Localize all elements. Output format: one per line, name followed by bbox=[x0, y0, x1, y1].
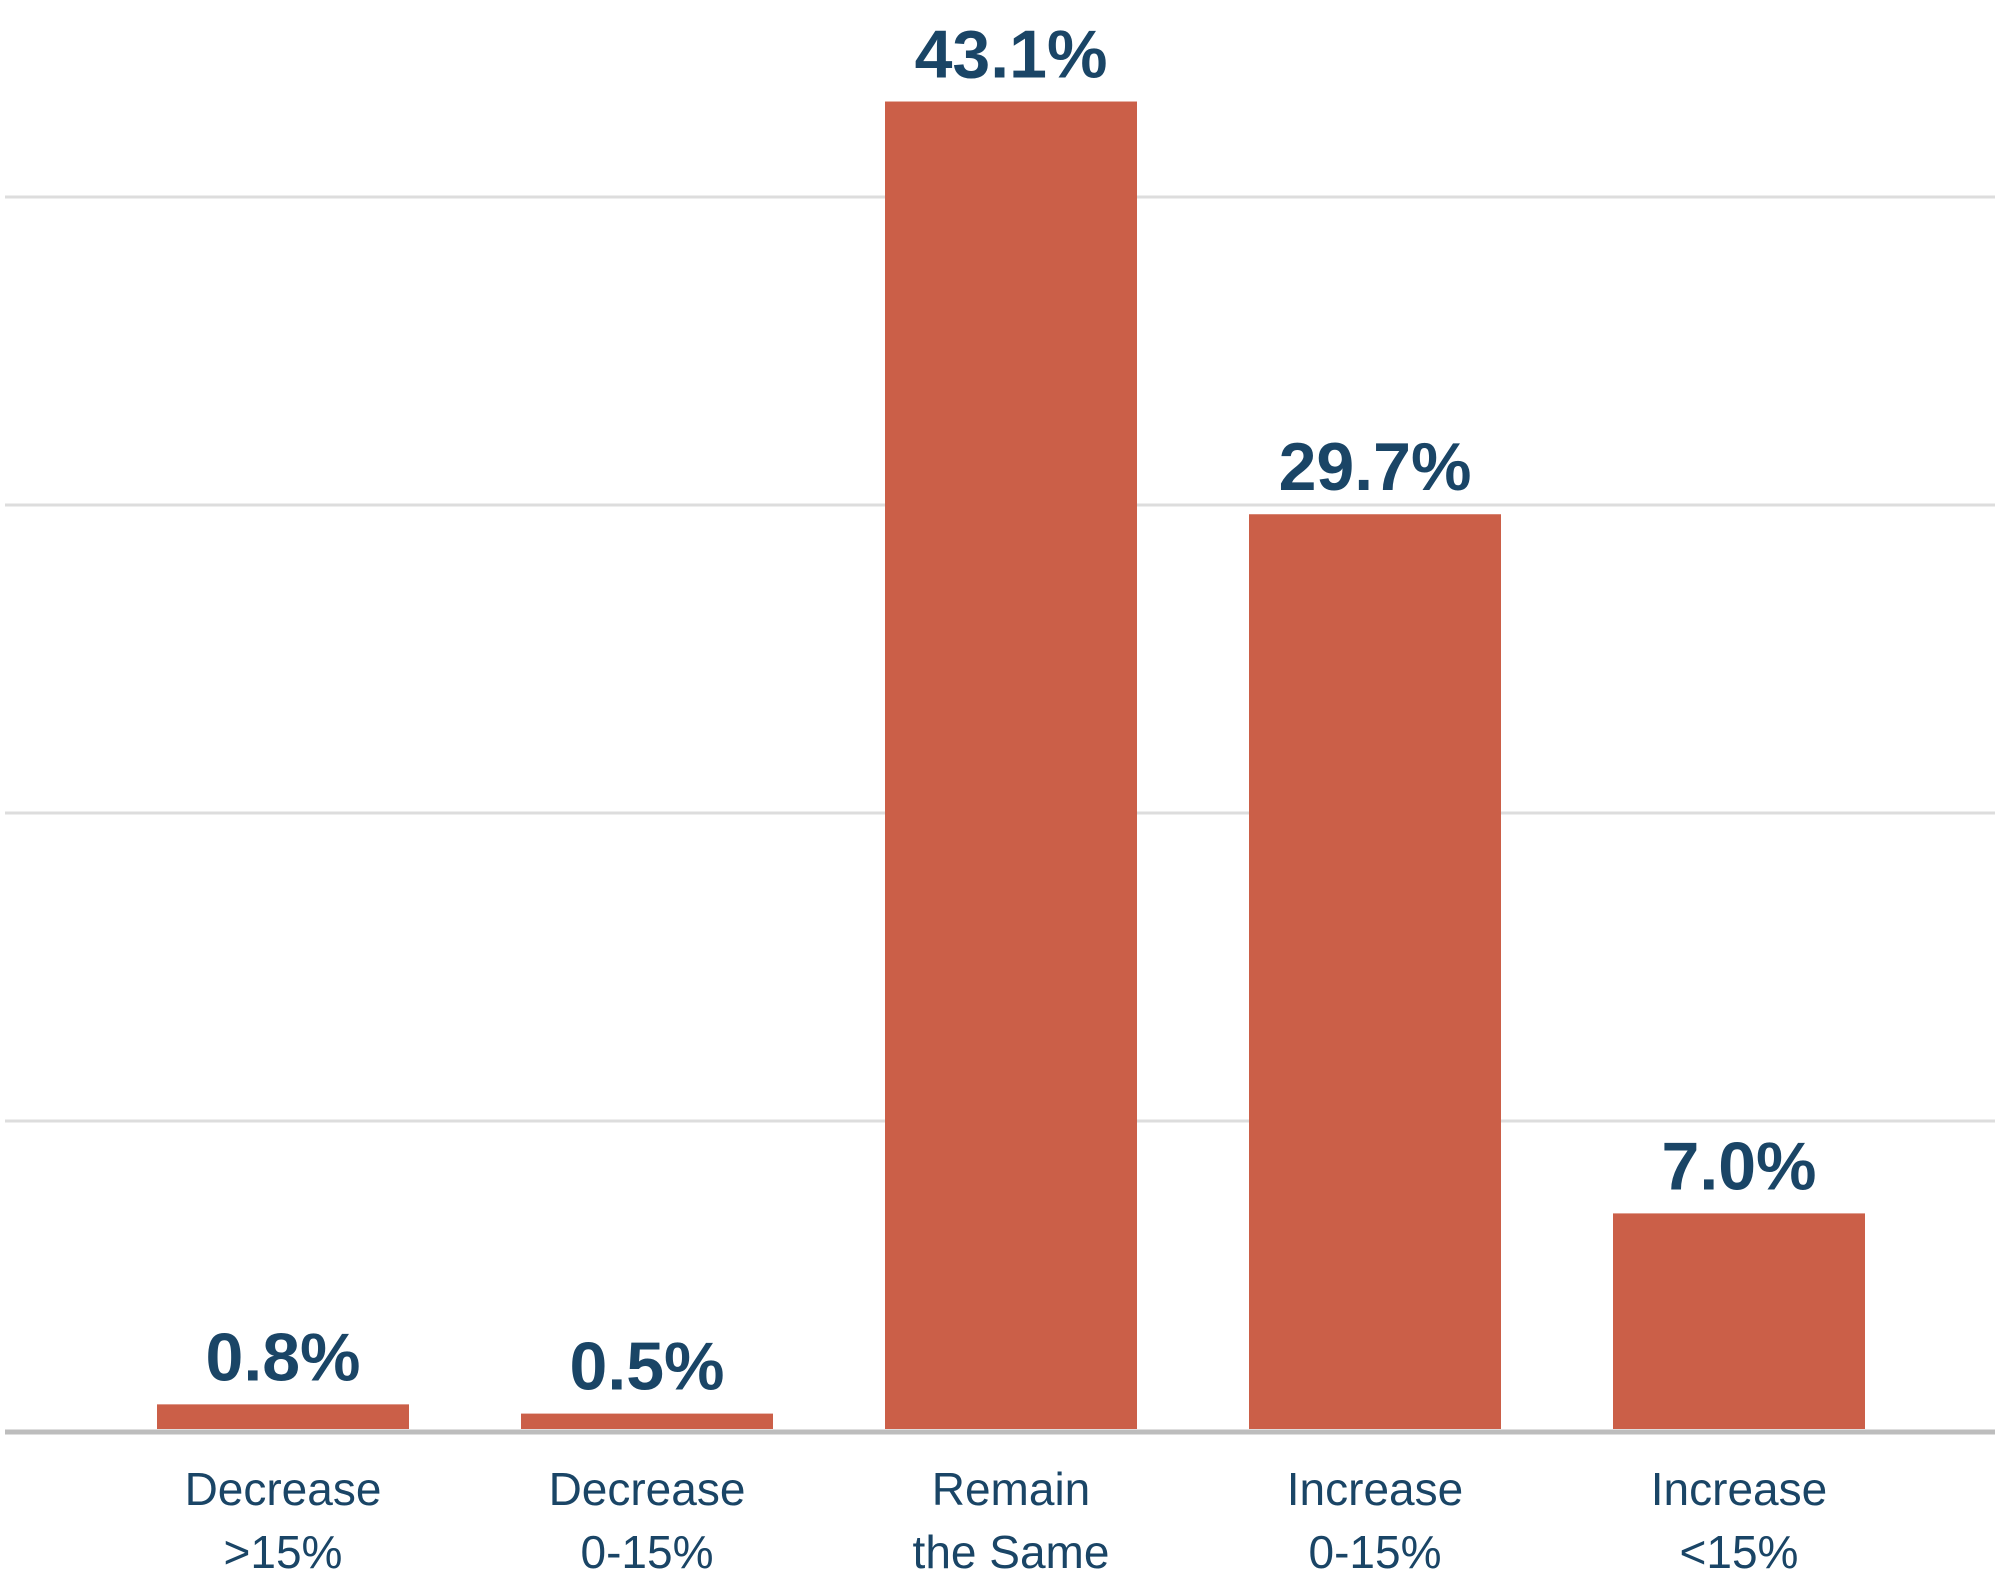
category-label-line: Increase bbox=[1651, 1463, 1827, 1515]
category-label-line: >15% bbox=[224, 1526, 343, 1578]
bars bbox=[157, 101, 1865, 1429]
category-label: Decrease 0-15% bbox=[549, 1463, 746, 1578]
category-label-line: 0-15% bbox=[581, 1526, 714, 1578]
bar bbox=[521, 1413, 773, 1429]
bar bbox=[885, 101, 1137, 1429]
bar-value-label: 43.1% bbox=[915, 17, 1108, 93]
bar-value-label: 0.8% bbox=[206, 1319, 361, 1395]
category-label-line: Increase bbox=[1287, 1463, 1463, 1515]
category-labels: Decrease >15% Decrease 0-15% Remain the Same I… bbox=[185, 1463, 1828, 1578]
category-label: Increase <15% bbox=[1651, 1463, 1827, 1578]
value-labels: 0.8% 0.5% 43.1% 29.7% 7.0% bbox=[206, 17, 1817, 1405]
category-label: Increase 0-15% bbox=[1287, 1463, 1463, 1578]
bar-value-label: 7.0% bbox=[1662, 1128, 1817, 1204]
category-label-line: the Same bbox=[913, 1526, 1110, 1578]
category-label-line: Remain bbox=[932, 1463, 1091, 1515]
bar-value-label: 0.5% bbox=[570, 1329, 725, 1405]
category-label-line: <15% bbox=[1680, 1526, 1799, 1578]
bar bbox=[1613, 1213, 1865, 1429]
category-label: Decrease >15% bbox=[185, 1463, 382, 1578]
bar bbox=[157, 1404, 409, 1429]
category-label: Remain the Same bbox=[913, 1463, 1110, 1578]
category-label-line: Decrease bbox=[185, 1463, 382, 1515]
bar-value-label: 29.7% bbox=[1279, 429, 1472, 505]
category-label-line: Decrease bbox=[549, 1463, 746, 1515]
bar bbox=[1249, 514, 1501, 1429]
category-label-line: 0-15% bbox=[1309, 1526, 1442, 1578]
